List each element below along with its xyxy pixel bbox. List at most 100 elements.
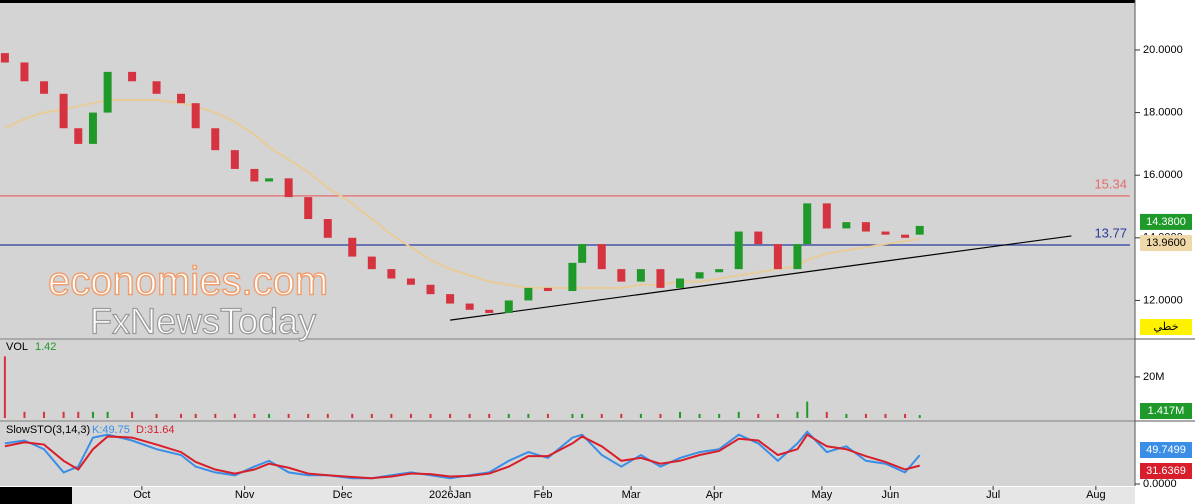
x-tick-label: Jun [882, 489, 900, 501]
watermark-text: FxNewsToday [90, 301, 316, 342]
volume-bar [429, 413, 432, 418]
volume-bar [571, 413, 574, 418]
volume-bar [639, 413, 642, 418]
volume-bar [796, 411, 799, 418]
candle [348, 237, 357, 257]
level-label: 15.34 [1094, 176, 1127, 191]
candle [485, 309, 494, 313]
x-tick-label: Apr [706, 489, 723, 501]
candle [323, 219, 332, 238]
candle [754, 231, 763, 245]
candle [617, 269, 626, 282]
volume-bar [806, 401, 809, 418]
candle [284, 178, 293, 198]
x-tick-label: Feb [534, 489, 553, 501]
candle [695, 272, 704, 279]
candle [304, 197, 313, 220]
candle [803, 203, 812, 245]
mode-label-box [1140, 319, 1192, 335]
volume-bar [776, 413, 779, 418]
y-tick-label: 0.0000 [1143, 478, 1177, 490]
top-bar [0, 0, 1135, 3]
candle [734, 231, 743, 270]
ma-last: 13.9600 [1146, 237, 1186, 249]
candle [177, 93, 186, 104]
candle [20, 62, 29, 82]
volume-bar [91, 411, 94, 418]
candle [0, 53, 9, 63]
x-tick-label: May [812, 489, 833, 501]
candle [578, 244, 587, 263]
volume-bar [326, 413, 329, 418]
candle [881, 231, 890, 235]
candle [543, 287, 552, 292]
candle [861, 222, 870, 232]
volume-bar [155, 413, 158, 418]
volume-bar [409, 413, 412, 418]
stochastic-last: 49.7499 [1146, 444, 1186, 456]
candle [901, 234, 910, 238]
candle [426, 284, 435, 295]
candle [367, 256, 376, 270]
volume-bar [620, 413, 623, 418]
x-axis-corner [0, 487, 72, 504]
volume-bar [698, 413, 701, 418]
volume-bar [131, 411, 134, 418]
candle [230, 150, 239, 169]
volume-bar [488, 413, 491, 418]
volume-bar [43, 411, 46, 418]
stochastic-last-box [1140, 463, 1192, 479]
volume-bar [253, 413, 256, 418]
candle [152, 81, 161, 94]
volume-bar [507, 413, 510, 418]
stochastic-last: 31.6369 [1146, 465, 1186, 477]
volume-last: 1.417M [1148, 405, 1185, 417]
volume-current: 1.42 [35, 341, 56, 353]
volume-bar [106, 411, 109, 418]
candle [636, 269, 645, 282]
x-tick-label: Aug [1086, 489, 1106, 501]
volume-bar [370, 413, 373, 418]
x-tick-label: Jul [986, 489, 1000, 501]
volume-bar [679, 411, 682, 418]
last-close-box [1140, 213, 1192, 230]
x-axis-strip [0, 487, 1135, 504]
volume-bar [527, 413, 530, 418]
volume-bar [904, 413, 907, 418]
candle [387, 269, 396, 279]
level-label: 13.77 [1094, 225, 1127, 240]
ma-last-box [1140, 235, 1192, 252]
volume-bar [845, 413, 848, 418]
y-tick-label: 20.0000 [1143, 44, 1183, 56]
volume-bar [825, 411, 828, 418]
x-tick-label: 2026Jan [429, 489, 471, 501]
volume-bar [180, 413, 183, 418]
candle [715, 269, 724, 273]
candle [128, 71, 137, 82]
candle [524, 287, 533, 301]
volume-last-box [1140, 403, 1192, 419]
mode-label: خطي [1154, 321, 1179, 333]
candle [504, 300, 513, 313]
stochastic-line [4, 433, 920, 480]
candle [250, 168, 259, 182]
candle [265, 178, 274, 182]
volume-bar [214, 413, 217, 418]
y-tick-label: 16.0000 [1143, 169, 1183, 181]
volume-panel [0, 340, 1135, 420]
candle [465, 303, 474, 310]
candle [103, 71, 112, 113]
candle [74, 128, 83, 144]
last-close: 14.3800 [1146, 216, 1186, 228]
candle [88, 112, 97, 144]
candle [822, 203, 831, 229]
volume-bar [546, 413, 549, 418]
volume-bar [449, 413, 452, 418]
volume-bar [468, 413, 471, 418]
x-tick-label: Mar [622, 489, 641, 501]
y-tick-label: 18.0000 [1143, 106, 1183, 118]
stochastic-panel [0, 422, 1135, 486]
candle [40, 81, 49, 94]
volume-bar [307, 413, 310, 418]
